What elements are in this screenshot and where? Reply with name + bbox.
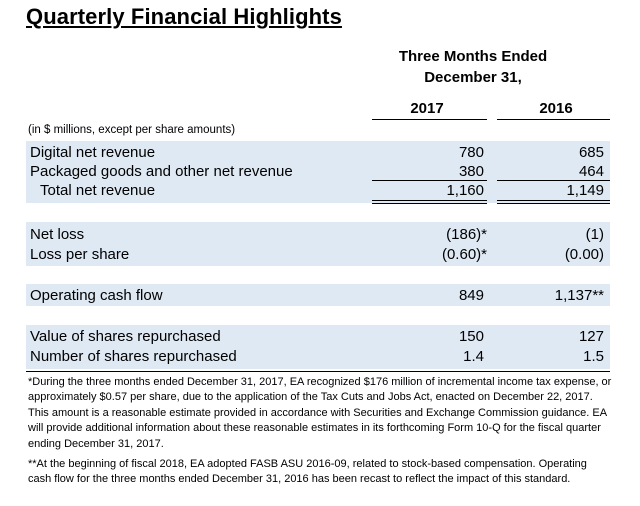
value-2017: (0.60)* (441, 246, 487, 263)
table-row: Packaged goods and other net revenue 380… (0, 162, 640, 182)
value-2017: 1.4 (463, 348, 484, 365)
subtotal-line-2017 (372, 180, 487, 181)
units-note: (in $ millions, except per share amounts… (28, 124, 236, 136)
row-label: Digital net revenue (30, 144, 156, 161)
year-2016-header: 2016 (539, 100, 573, 117)
value-2017: 380 (458, 163, 484, 180)
table-row: Loss per share (0.60)* (0.00) (0, 245, 640, 265)
value-2016: 1.5 (583, 348, 604, 365)
year-2017-header: 2017 (410, 100, 444, 117)
cash-flow-band (26, 284, 610, 306)
value-2016: (1) (585, 226, 604, 243)
page-title: Quarterly Financial Highlights (26, 4, 342, 29)
period-line-1: Three Months Ended (398, 48, 548, 65)
row-label: Number of shares repurchased (30, 348, 237, 365)
period-line-2: December 31, (424, 69, 522, 86)
row-label: Packaged goods and other net revenue (30, 163, 293, 180)
footnote-tax-act: *During the three months ended December … (28, 376, 612, 450)
table-row: Net loss (186)* (1) (0, 225, 640, 245)
year-2017-underline (372, 119, 487, 120)
table-bottom-rule (26, 371, 610, 372)
value-2017: 1,160 (446, 182, 484, 199)
row-label: Total net revenue (40, 182, 156, 199)
table-row: Operating cash flow 849 1,137** (0, 286, 640, 306)
repurchase-band (26, 325, 610, 369)
value-2017: 150 (458, 328, 484, 345)
value-2017: 780 (458, 144, 484, 161)
subtotal-line-2016 (497, 180, 610, 181)
footnote-asu: **At the beginning of fiscal 2018, EA ad… (28, 458, 587, 486)
value-2017: (186)* (446, 226, 487, 243)
value-2017: 849 (458, 287, 484, 304)
row-label: Operating cash flow (30, 287, 163, 304)
value-2016: 1,137** (554, 287, 604, 304)
loss-band (26, 222, 610, 266)
table-row: Value of shares repurchased 150 127 (0, 327, 640, 347)
row-label: Net loss (30, 226, 85, 243)
total-double-line-2017 (372, 200, 487, 204)
table-row: Total net revenue 1,160 1,149 (0, 181, 640, 201)
period-header: Three Months Ended December 31, (383, 46, 563, 88)
total-double-line-2016 (497, 200, 610, 204)
table-row: Digital net revenue 780 685 (0, 143, 640, 163)
value-2016: 685 (578, 144, 604, 161)
value-2016: 127 (578, 328, 604, 345)
value-2016: 464 (578, 163, 604, 180)
value-2016: 1,149 (566, 182, 604, 199)
row-label: Value of shares repurchased (30, 328, 221, 345)
value-2016: (0.00) (564, 246, 604, 263)
row-label: Loss per share (30, 246, 130, 263)
table-row: Number of shares repurchased 1.4 1.5 (0, 347, 640, 367)
year-2016-underline (497, 119, 610, 120)
revenue-band (26, 141, 610, 203)
